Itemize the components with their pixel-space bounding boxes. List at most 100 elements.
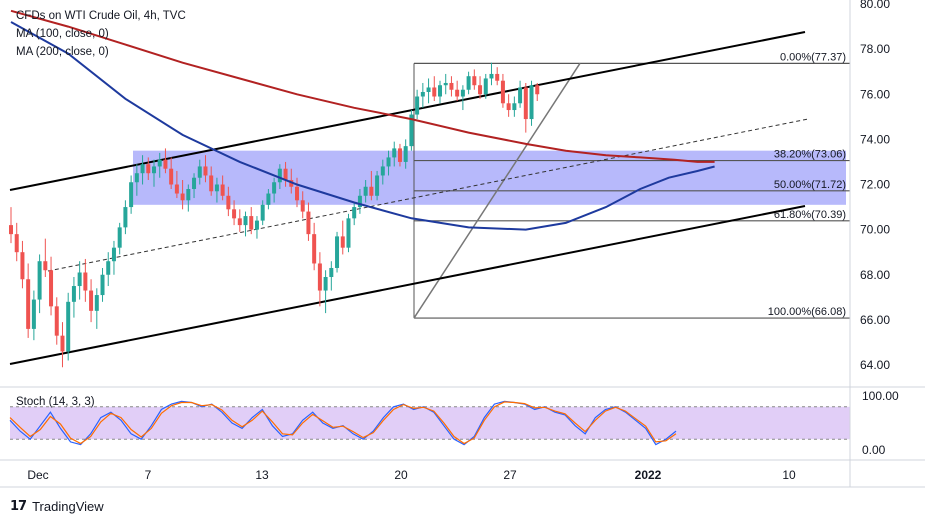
candle-body xyxy=(386,157,391,167)
candle-body xyxy=(220,184,225,196)
candle-body xyxy=(214,184,219,192)
symbol-legend[interactable]: CFDs on WTI Crude Oil, 4h, TVC xyxy=(16,10,186,22)
price-tick-label: 66.00 xyxy=(860,313,890,327)
price-tick-label: 78.00 xyxy=(860,42,890,56)
fib-level-label: 38.20%(73.06) xyxy=(774,149,846,161)
candle-body xyxy=(89,290,94,311)
candle-body xyxy=(186,189,191,201)
candle-body xyxy=(31,299,36,329)
candle-body xyxy=(249,216,254,230)
candle-body xyxy=(129,182,134,208)
ma200-line xyxy=(10,9,715,163)
candle-body xyxy=(426,87,431,92)
candle-body xyxy=(203,166,208,176)
candle-body xyxy=(438,85,442,97)
date-tick-label: 10 xyxy=(782,468,796,482)
candle-body xyxy=(323,277,328,291)
candle-body xyxy=(180,193,185,201)
channel-lower-line xyxy=(9,205,806,365)
candle-body xyxy=(403,146,408,162)
candle-body xyxy=(117,227,122,248)
candle-body xyxy=(483,78,488,95)
candle-body xyxy=(266,193,271,205)
price-tick-label: 80.00 xyxy=(860,0,890,11)
candle-body xyxy=(375,175,380,196)
date-tick-label: 20 xyxy=(394,468,408,482)
candle-body xyxy=(197,166,202,178)
candle-body xyxy=(54,306,59,336)
candle-body xyxy=(123,207,128,228)
ma200-legend[interactable]: MA (200, close, 0) xyxy=(16,46,109,58)
date-tick-label: 2022 xyxy=(635,468,662,482)
candle-body xyxy=(140,164,145,174)
candle-body xyxy=(254,220,259,230)
candle-body xyxy=(529,85,534,120)
stoch-axis-label: 0.00 xyxy=(862,443,886,457)
candle-body xyxy=(283,168,288,180)
candle-body xyxy=(237,218,242,226)
stoch-d-line xyxy=(9,401,677,445)
tradingview-logo-icon: 17 xyxy=(10,499,27,514)
time-axis[interactable]: Dec 7 13 20 27 2022 10 xyxy=(27,468,796,482)
candle-body xyxy=(466,76,471,90)
candle-body xyxy=(312,234,317,264)
candle-body xyxy=(478,85,483,95)
main-pane[interactable]: 0.00%(77.37) 38.20%(73.06) 50.00%(71.72) 61… xyxy=(9,9,850,368)
candle-body xyxy=(272,182,277,194)
candle-body xyxy=(500,80,505,104)
stoch-pane[interactable]: 100.00 0.00 xyxy=(9,389,899,457)
price-axis[interactable]: 80.00 78.00 76.00 74.00 72.00 70.00 68.00 66.00… xyxy=(849,0,890,487)
candle-body xyxy=(380,166,385,176)
candle-body xyxy=(506,103,511,111)
candle-body xyxy=(94,295,99,311)
candle-body xyxy=(209,175,214,192)
ma100-legend[interactable]: MA (100, close, 0) xyxy=(16,28,109,40)
candle-body xyxy=(340,236,345,248)
fibonacci-retracement: 0.00%(77.37) 38.20%(73.06) 50.00%(71.72) 61… xyxy=(413,51,850,319)
channel-midline xyxy=(47,118,809,272)
candle-body xyxy=(329,267,334,278)
candle-body xyxy=(397,148,402,162)
fib-level-label: 61.80%(70.39) xyxy=(774,209,846,221)
candle-body xyxy=(495,73,500,81)
stoch-legend[interactable]: Stoch (14, 3, 3) xyxy=(16,396,95,408)
candle-body xyxy=(66,301,71,352)
candle-body xyxy=(369,186,374,196)
candle-body xyxy=(169,168,174,185)
candle-body xyxy=(352,207,357,219)
candle-body xyxy=(335,236,340,268)
candle-body xyxy=(392,148,397,158)
candle-body xyxy=(100,274,105,296)
fib-level-label: 100.00%(66.08) xyxy=(768,306,846,318)
candle-body xyxy=(146,164,151,174)
candle-body xyxy=(472,76,477,86)
candle-body xyxy=(174,184,179,194)
fib-level-label: 50.00%(71.72) xyxy=(774,179,846,191)
date-tick-label: 13 xyxy=(255,468,269,482)
candle-body xyxy=(346,218,351,248)
candle-body xyxy=(518,87,523,104)
candle-body xyxy=(157,159,162,167)
candle-body xyxy=(37,261,42,300)
candle-body xyxy=(432,87,437,97)
candle-body xyxy=(71,286,76,302)
fib-trend-line xyxy=(413,62,581,319)
candle-body xyxy=(460,89,465,97)
candle-body xyxy=(512,103,517,111)
candle-body xyxy=(277,168,282,183)
candle-body xyxy=(192,177,197,190)
candle-body xyxy=(535,85,540,95)
tradingview-brand[interactable]: 17 TradingView xyxy=(10,499,104,514)
candle-body xyxy=(106,261,111,275)
candle-body xyxy=(363,186,368,196)
candle-body xyxy=(357,195,362,208)
price-tick-label: 74.00 xyxy=(860,132,890,146)
candle-body xyxy=(449,82,454,90)
candle-body xyxy=(232,209,237,219)
candle-body xyxy=(134,173,139,183)
candle-body xyxy=(163,159,168,169)
candle-body xyxy=(300,200,305,212)
price-tick-label: 72.00 xyxy=(860,178,890,192)
stoch-band xyxy=(10,406,850,440)
brand-name: TradingView xyxy=(32,499,104,514)
